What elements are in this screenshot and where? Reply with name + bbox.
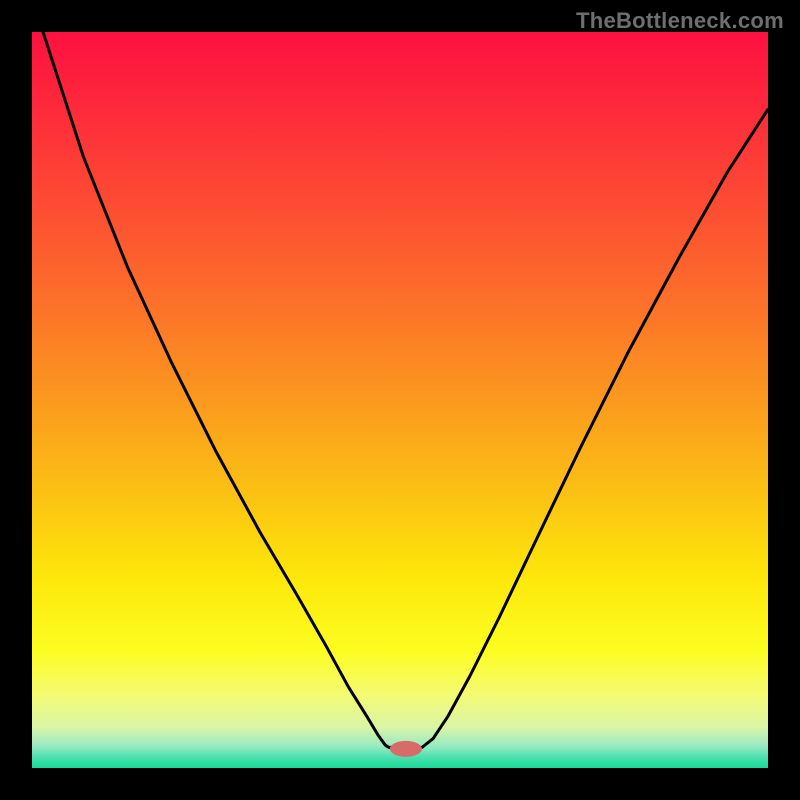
chart-container: TheBottleneck.com [0,0,800,800]
bottleneck-chart [0,0,800,800]
watermark-text: TheBottleneck.com [576,8,784,34]
optimal-point-marker [390,741,422,757]
chart-plot-area [32,32,768,768]
